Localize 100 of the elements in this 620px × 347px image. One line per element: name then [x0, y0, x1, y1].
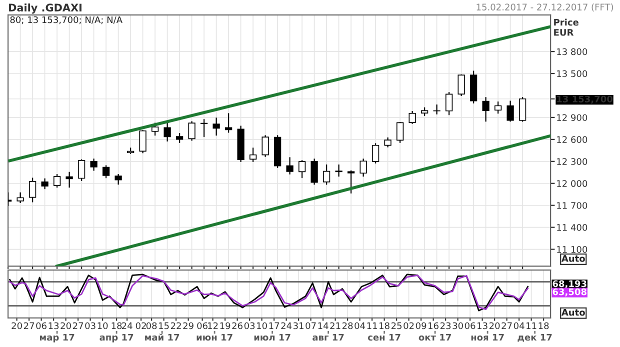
candlestick: [433, 104, 440, 114]
x-tick-label: 18: [380, 322, 390, 330]
y-tick-label: 12 600: [557, 136, 588, 143]
candlestick: [408, 111, 416, 124]
x2-tick-label: сен 17: [368, 334, 400, 341]
y-tick-label: 12 300: [557, 158, 588, 165]
x-tick-label: 18: [112, 322, 122, 330]
candlestick: [66, 172, 73, 188]
x-tick-label: 26: [232, 322, 242, 330]
candlestick: [322, 164, 330, 185]
x-tick-label: 13: [48, 322, 59, 330]
candlestick: [286, 157, 294, 174]
candlestick: [139, 130, 146, 154]
candlestick: [28, 178, 36, 202]
x2-tick-label: ноя 17: [471, 334, 504, 341]
candlestick: [445, 92, 453, 116]
x-tick-label: 06: [36, 322, 46, 330]
x-tick-label: 02: [404, 322, 414, 330]
candlestick: [164, 121, 171, 142]
x-tick-label: 04: [354, 322, 366, 330]
candlestick: [224, 113, 232, 133]
candlestick: [396, 122, 404, 143]
candlestick: [335, 164, 342, 177]
candlestick: [114, 174, 122, 185]
x-tick-label: 30: [452, 322, 463, 330]
candlestick: [78, 159, 86, 182]
x-tick-label: 06: [197, 322, 208, 330]
x-tick-label: 25: [391, 322, 402, 330]
x-tick-label: 08: [146, 322, 157, 330]
x-tick-label: 29: [183, 322, 194, 330]
candlestick: [310, 158, 318, 185]
x-tick-label: 27: [502, 322, 512, 330]
text: Auto: [561, 309, 585, 316]
chart-subtitle: 15.02.2017 - 27.12.2017 (FFT): [476, 3, 614, 12]
candlestick: [53, 174, 61, 188]
x-tick-label: 15: [159, 322, 169, 330]
x-tick-label: 06: [464, 322, 476, 330]
candlestick: [494, 102, 502, 114]
candlestick: [90, 158, 98, 171]
x-tick-label: 07: [306, 322, 316, 330]
candlestick: [249, 148, 257, 162]
x-tick-label: 11: [367, 322, 377, 330]
x-tick-label: 02: [136, 322, 146, 330]
x-tick-label: 19: [220, 322, 230, 330]
y-tick-label: 11 700: [557, 202, 588, 209]
x-tick-label: 09: [416, 322, 426, 330]
x-tick-label: 24: [281, 322, 292, 330]
y-axis-title: Price EUR: [554, 18, 578, 36]
x-tick-label: 04: [514, 322, 524, 330]
x2-tick-label: окт 17: [418, 334, 451, 341]
candlestick: [298, 160, 306, 178]
y-tick-label: 12 900: [557, 114, 588, 122]
candlestick: [518, 97, 526, 122]
x2-tick-label: мар 17: [40, 334, 74, 342]
candlestick: [262, 135, 269, 157]
x-tick-label: 14: [318, 322, 328, 330]
y-tick-label: 13 800: [557, 48, 588, 56]
annotation: 80; 13 153,700; N/A; N/A: [10, 16, 122, 24]
candlestick: [188, 121, 196, 141]
candlestick: [212, 118, 220, 136]
candlestick: [506, 100, 514, 122]
x-tick-label: 11: [526, 322, 536, 330]
y-tick-label: 11 100: [557, 246, 588, 253]
text: 63,508: [552, 288, 586, 296]
candlestick: [102, 165, 110, 178]
x2-tick-label: авг 17: [312, 334, 344, 341]
candlestick: [458, 74, 465, 96]
x-tick-label: 18: [538, 322, 549, 330]
candlestick: [347, 170, 355, 194]
x-tick-label: 20: [60, 322, 71, 330]
chart-title: Daily .GDAXI: [9, 3, 82, 14]
x-tick-label: 27: [24, 322, 34, 330]
x-tick-label: 12: [208, 322, 218, 330]
x-tick-label: 20: [12, 322, 22, 330]
x2-tick-label: дек 17: [518, 334, 552, 342]
x2-tick-label: май 17: [145, 334, 180, 341]
x-tick-label: 16: [428, 322, 438, 330]
x-tick-label: 13: [478, 322, 488, 330]
x2-tick-label: июл 17: [254, 334, 290, 341]
y-tick-label: 13 500: [557, 70, 588, 78]
x-tick-label: 27: [72, 322, 84, 330]
x-tick-label: 03: [85, 322, 96, 330]
x-tick-label: 22: [170, 322, 181, 330]
x-tick-label: 17: [269, 322, 280, 330]
y-tick-label: 11 400: [557, 224, 588, 231]
candlestick: [360, 158, 367, 177]
candlestick: [372, 143, 380, 164]
x-tick-label: 28: [342, 322, 353, 330]
x-tick-label: 31: [294, 322, 304, 330]
x-tick-label: 20: [489, 322, 500, 330]
x2-tick-label: июн 17: [196, 334, 232, 341]
candlestick: [41, 178, 48, 190]
x-tick-label: 23: [440, 322, 451, 330]
x2-tick-label: апр 17: [100, 334, 134, 342]
text: 68,193: [552, 280, 586, 288]
x-tick-label: 10: [257, 322, 267, 330]
x-tick-label: 03: [244, 322, 255, 330]
text: Auto: [561, 255, 585, 262]
x-tick-label: 10: [98, 322, 108, 330]
candlestick: [482, 97, 490, 122]
